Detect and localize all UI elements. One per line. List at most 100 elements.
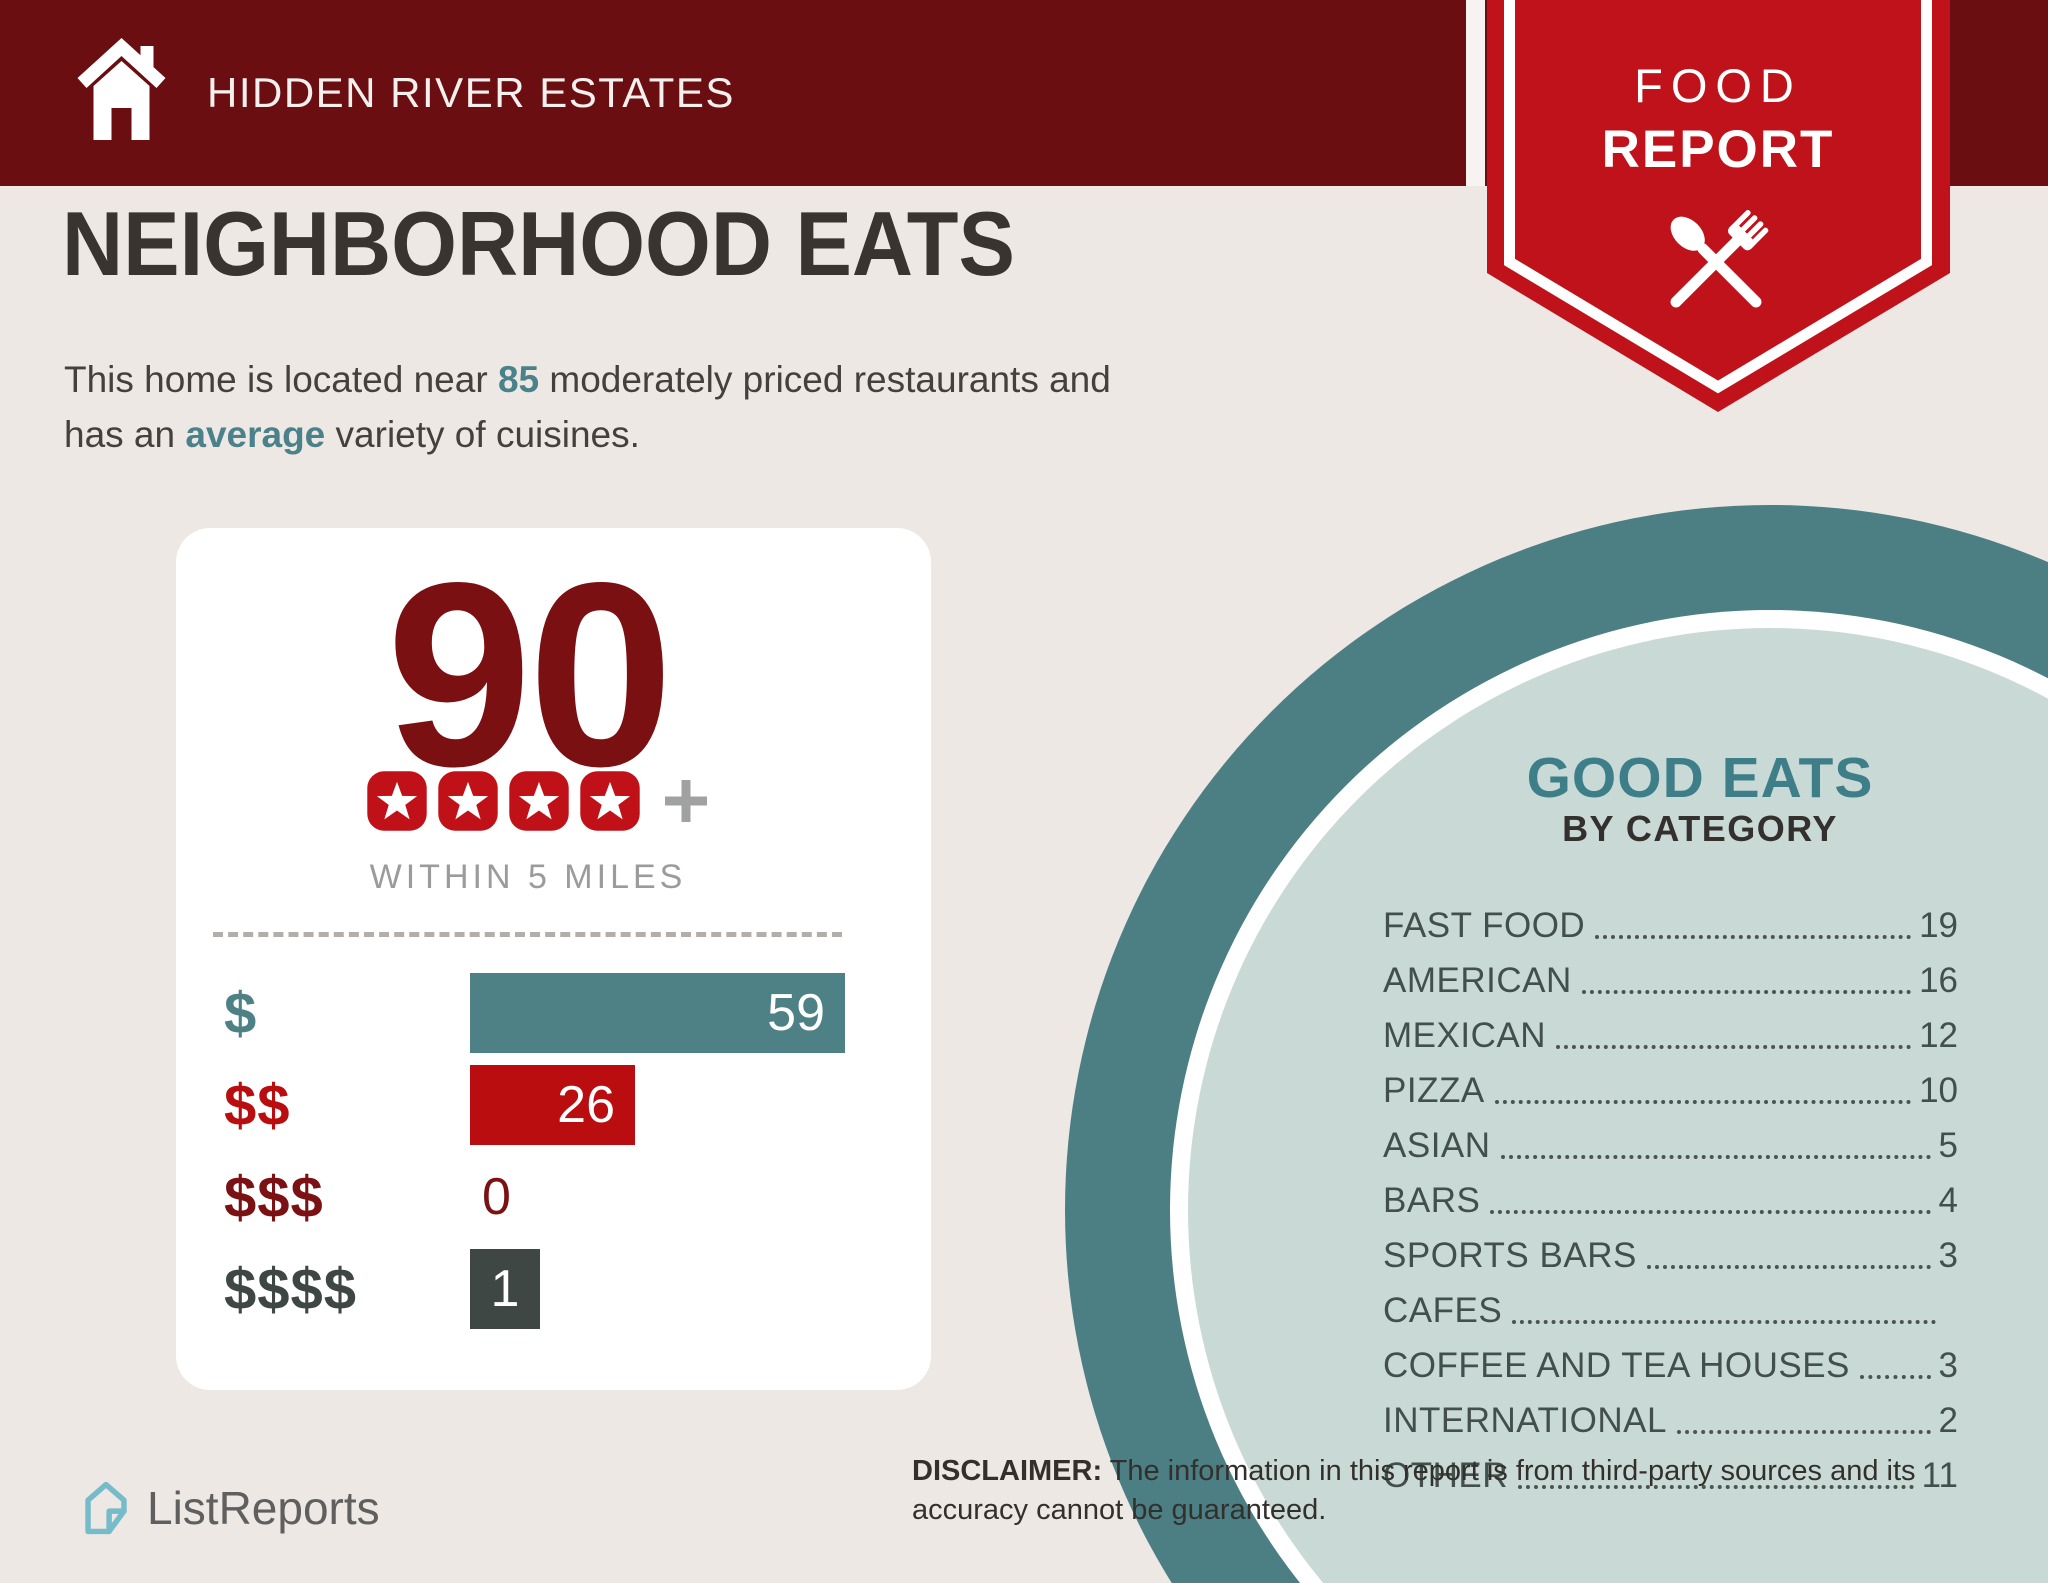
intro-text: This home is located near 85 moderately … bbox=[64, 352, 1111, 462]
price-level-label: $$ bbox=[224, 1072, 291, 1138]
category-row: AMERICAN 16 bbox=[1383, 952, 1958, 1007]
dotted-leader bbox=[1490, 1210, 1931, 1214]
category-value: 2 bbox=[1938, 1401, 1958, 1440]
price-bar-track: 0 bbox=[470, 1157, 864, 1237]
price-bar-value: 1 bbox=[490, 1260, 520, 1318]
dotted-leader bbox=[1512, 1320, 1936, 1324]
brand-name: ListReports bbox=[147, 1482, 380, 1534]
page-title: NEIGHBORHOOD EATS bbox=[62, 194, 1015, 295]
listreports-icon bbox=[85, 1481, 127, 1535]
ribbon-title: FOOD REPORT bbox=[1470, 0, 1966, 180]
plus-icon bbox=[660, 775, 712, 827]
category-value: 12 bbox=[1919, 1016, 1958, 1055]
category-label: ASIAN bbox=[1383, 1126, 1491, 1165]
star-icons bbox=[366, 770, 650, 832]
category-value: 5 bbox=[1938, 1126, 1958, 1165]
brand-logo: ListReports bbox=[81, 1477, 380, 1539]
ribbon-edge-gap bbox=[1466, 0, 1485, 186]
category-value: 4 bbox=[1938, 1181, 1958, 1220]
within-miles-label: WITHIN 5 MILES bbox=[369, 858, 687, 896]
category-row: BARS 4 bbox=[1383, 1172, 1958, 1227]
ribbon-word-food: FOOD bbox=[1634, 59, 1802, 112]
spoon-fork-icon bbox=[1670, 210, 1769, 308]
disclaimer-line-1: DISCLAIMER: The information in this repo… bbox=[912, 1455, 1916, 1487]
intro-line-1: This home is located near 85 moderately … bbox=[64, 359, 1111, 400]
price-bar-track: 1 bbox=[470, 1249, 864, 1329]
category-value: 10 bbox=[1919, 1071, 1958, 1110]
price-bar: 1 bbox=[470, 1249, 540, 1329]
price-bar: 59 bbox=[470, 973, 845, 1053]
category-row: ASIAN 5 bbox=[1383, 1117, 1958, 1172]
category-label: INTERNATIONAL bbox=[1383, 1401, 1667, 1440]
dotted-leader bbox=[1595, 935, 1912, 939]
category-row: INTERNATIONAL 2 bbox=[1383, 1392, 1958, 1447]
category-label: BARS bbox=[1383, 1181, 1481, 1220]
category-label: MEXICAN bbox=[1383, 1016, 1546, 1055]
category-label: FAST FOOD bbox=[1383, 906, 1586, 945]
price-row: $59 bbox=[224, 973, 864, 1053]
food-report-ribbon bbox=[1487, 0, 1950, 412]
dotted-leader bbox=[1676, 1430, 1931, 1434]
dotted-leader bbox=[1518, 1485, 1914, 1489]
category-value: 3 bbox=[1938, 1346, 1958, 1385]
price-bar-value: 0 bbox=[482, 1168, 511, 1226]
categories-subtitle: BY CATEGORY bbox=[1562, 808, 1838, 849]
price-row: $$$$ 1 bbox=[224, 1249, 864, 1329]
price-bar: 26 bbox=[470, 1065, 635, 1145]
dotted-leader bbox=[1555, 1045, 1912, 1049]
price-level-label: $$$ bbox=[224, 1164, 324, 1230]
price-row: $$ 26 bbox=[224, 1065, 864, 1145]
category-list: FAST FOOD 19 AMERICAN 16 MEXICAN 12 PIZZA 10 ASI… bbox=[1383, 897, 1958, 1502]
dotted-leader bbox=[1494, 1100, 1912, 1104]
home-icon bbox=[77, 38, 166, 140]
category-label: AMERICAN bbox=[1383, 961, 1572, 1000]
disclaimer: DISCLAIMER: The information in this repo… bbox=[912, 1452, 2012, 1530]
price-level-label: $ bbox=[224, 980, 258, 1046]
category-label: PIZZA bbox=[1383, 1071, 1485, 1110]
score-card: 90 WITHIN 5 MILES $59 $$ 26 $$$ 0 $$$$ 1 bbox=[176, 528, 931, 1390]
category-label: OTHER bbox=[1383, 1456, 1508, 1495]
dashed-divider bbox=[213, 932, 842, 937]
variety-highlight: average bbox=[185, 414, 326, 455]
category-value: 11 bbox=[1921, 1456, 1958, 1495]
category-value bbox=[1944, 1331, 1958, 1337]
category-label: CAFES bbox=[1383, 1291, 1503, 1330]
category-row: FAST FOOD 19 bbox=[1383, 897, 1958, 952]
dotted-leader bbox=[1646, 1265, 1931, 1269]
categories-title: GOOD EATS bbox=[1526, 746, 1874, 810]
star-rating bbox=[366, 770, 712, 832]
dotted-leader bbox=[1500, 1155, 1931, 1159]
category-row: CAFES bbox=[1383, 1282, 1958, 1337]
price-bar-track: 59 bbox=[470, 973, 864, 1053]
disclaimer-line-2: accuracy cannot be guaranteed. bbox=[912, 1494, 1327, 1526]
category-value: 19 bbox=[1919, 906, 1958, 945]
restaurant-count: 85 bbox=[497, 359, 540, 400]
price-row: $$$ 0 bbox=[224, 1157, 864, 1237]
category-row: MEXICAN 12 bbox=[1383, 1007, 1958, 1062]
star-icon bbox=[437, 770, 499, 832]
score-value: 90 bbox=[386, 528, 673, 821]
star-icon bbox=[579, 770, 641, 832]
category-row: OTHER 11 bbox=[1383, 1447, 1958, 1502]
disclaimer-label: DISCLAIMER: bbox=[912, 1455, 1103, 1487]
star-icon bbox=[366, 770, 428, 832]
category-row: SPORTS BARS 3 bbox=[1383, 1227, 1958, 1282]
price-bar-value: 26 bbox=[557, 1076, 615, 1134]
category-value: 3 bbox=[1938, 1236, 1958, 1275]
intro-line-2: has an average variety of cuisines. bbox=[64, 414, 640, 455]
category-value: 16 bbox=[1919, 961, 1958, 1000]
dotted-leader bbox=[1581, 990, 1912, 994]
price-level-chart: $59 $$ 26 $$$ 0 $$$$ 1 bbox=[224, 973, 864, 1341]
price-bar-track: 26 bbox=[470, 1065, 864, 1145]
ribbon-word-report: REPORT bbox=[1601, 120, 1835, 179]
price-bar-value: 59 bbox=[767, 984, 825, 1042]
category-row: COFFEE AND TEA HOUSES 3 bbox=[1383, 1337, 1958, 1392]
star-icon bbox=[508, 770, 570, 832]
category-row: PIZZA 10 bbox=[1383, 1062, 1958, 1117]
price-level-label: $$$$ bbox=[224, 1256, 358, 1322]
category-label: SPORTS BARS bbox=[1383, 1236, 1637, 1275]
neighborhood-name: HIDDEN RIVER ESTATES bbox=[207, 69, 735, 116]
dotted-leader bbox=[1859, 1375, 1931, 1379]
category-label: COFFEE AND TEA HOUSES bbox=[1383, 1346, 1850, 1385]
